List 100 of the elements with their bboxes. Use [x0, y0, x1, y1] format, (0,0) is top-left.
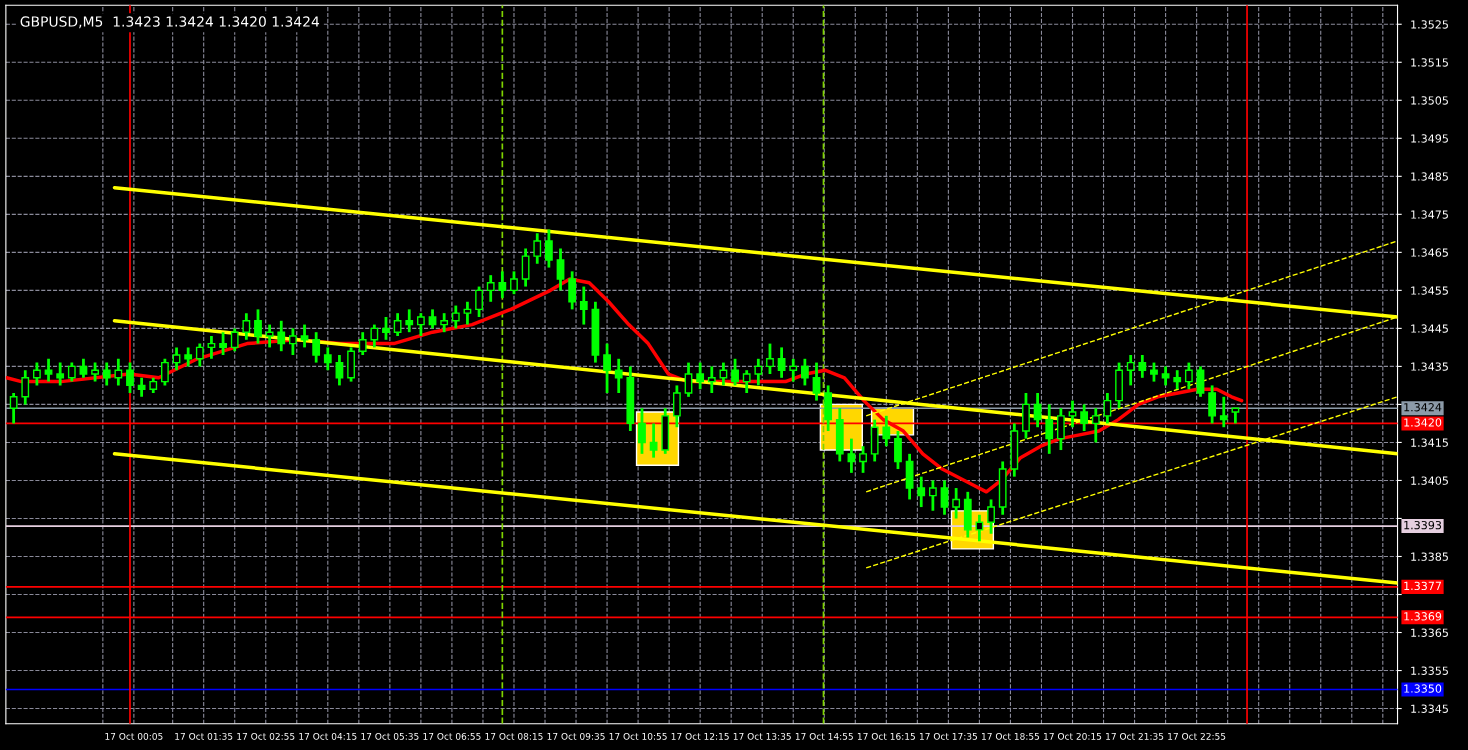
candlestick	[358, 330, 367, 357]
x-tick-label: 17 Oct 06:55	[423, 732, 481, 740]
candlestick	[1196, 365, 1205, 399]
y-tick-label: 1.3515	[1411, 58, 1448, 67]
candlestick	[254, 307, 262, 345]
candlestick	[742, 368, 751, 395]
candlestick	[323, 346, 332, 372]
y-tick-label: 1.3405	[1411, 476, 1448, 485]
candlestick	[219, 330, 227, 357]
candlestick	[975, 513, 984, 543]
candlestick	[1219, 395, 1228, 429]
x-tick-label: 17 Oct 20:15	[1044, 732, 1102, 740]
candlestick	[102, 361, 111, 387]
y-tick-label: 1.3525	[1411, 20, 1448, 29]
x-tick-label: 17 Oct 02:55	[237, 732, 295, 740]
candlestick	[1161, 365, 1170, 387]
candlestick	[242, 311, 251, 342]
candlestick	[579, 285, 588, 326]
y-tick-label: 1.3475	[1411, 210, 1448, 219]
ref-line-label: 1.3393	[1404, 520, 1442, 530]
candlestick	[940, 479, 949, 517]
candlestick	[1184, 361, 1193, 391]
candlestick	[184, 346, 193, 368]
candlestick	[859, 444, 867, 475]
candlestick	[475, 285, 483, 319]
ref-line-label: 1.3350	[1404, 684, 1442, 693]
candlestick	[312, 330, 321, 364]
candlestick	[533, 231, 542, 266]
candlestick	[416, 311, 425, 338]
y-tick-label: 1.3385	[1411, 552, 1448, 561]
x-tick-label: 17 Oct 10:55	[609, 732, 667, 740]
candlestick	[847, 437, 856, 475]
x-tick-label: 17 Oct 16:15	[857, 732, 915, 740]
y-tick-label: 1.3485	[1411, 172, 1448, 181]
y-tick-label: 1.3345	[1411, 704, 1448, 713]
candlestick	[370, 323, 379, 349]
text: GBPUSD,M5 1.3423 1.3424 1.3420 1.3424	[20, 16, 320, 29]
y-tick-label: 1.3435	[1411, 362, 1448, 371]
candlestick	[731, 357, 739, 387]
candlestick	[451, 304, 460, 330]
x-tick-label: 17 Oct 00:05	[105, 732, 163, 740]
candlestick	[894, 429, 902, 471]
x-tick-label: 17 Oct 14:55	[795, 732, 853, 740]
candlestick	[789, 357, 798, 383]
candlestick	[777, 346, 786, 380]
candlestick	[405, 307, 414, 334]
candlestick	[812, 361, 821, 403]
y-tick-label: 1.3505	[1411, 96, 1448, 105]
candlestick	[672, 384, 681, 429]
candlestick	[428, 307, 437, 330]
candlestick	[707, 365, 716, 395]
ref-line-label: 1.3369	[1404, 612, 1442, 621]
candlestick	[1056, 406, 1065, 452]
candlestick	[79, 357, 88, 380]
candlestick	[486, 273, 495, 304]
x-tick-label: 17 Oct 21:35	[1106, 732, 1164, 740]
candlestick	[952, 486, 961, 520]
candlestick	[1208, 384, 1217, 425]
candlestick	[1126, 353, 1135, 387]
x-tick-label: 17 Oct 13:35	[733, 732, 791, 740]
candlestick	[766, 342, 774, 376]
x-tick-label: 17 Oct 09:35	[547, 732, 605, 740]
candlestick	[207, 334, 216, 361]
candlestick	[277, 319, 286, 353]
candlestick	[91, 361, 99, 383]
y-tick-label: 1.3365	[1411, 628, 1448, 637]
candlestick	[393, 311, 402, 338]
x-tick-label: 17 Oct 05:35	[361, 732, 419, 740]
candlestick	[440, 311, 449, 334]
candlestick	[137, 376, 146, 399]
x-tick-label: 17 Oct 08:15	[485, 732, 543, 740]
candlestick	[126, 361, 134, 395]
candlestick	[1173, 368, 1182, 391]
candlestick	[510, 269, 518, 296]
ref-line-label: 1.3420	[1404, 418, 1442, 427]
candlestick	[928, 479, 937, 513]
candlestick	[521, 247, 530, 288]
candlestick	[33, 361, 41, 387]
candlestick	[800, 357, 809, 387]
candlestick	[638, 406, 646, 456]
candlestick	[882, 414, 891, 448]
candlestick	[917, 475, 926, 509]
candlestick	[544, 228, 553, 269]
y-tick-label: 1.3445	[1411, 324, 1448, 333]
candlestick	[1091, 406, 1100, 444]
candlestick	[288, 326, 297, 357]
candlestick	[265, 323, 274, 349]
y-tick-label: 1.3455	[1411, 286, 1448, 295]
y-tick-label: 1.3415	[1411, 438, 1448, 447]
candlestick	[9, 391, 18, 425]
candlestick	[230, 326, 239, 353]
candlestick	[1150, 361, 1158, 383]
candlestick	[67, 361, 76, 383]
candlestick	[754, 357, 763, 387]
candlestick	[684, 361, 693, 399]
candlestick	[568, 269, 577, 311]
candlestick	[195, 342, 204, 368]
candlestick	[1045, 403, 1054, 456]
candlestick	[56, 361, 65, 387]
y-tick-label: 1.3355	[1411, 666, 1448, 675]
